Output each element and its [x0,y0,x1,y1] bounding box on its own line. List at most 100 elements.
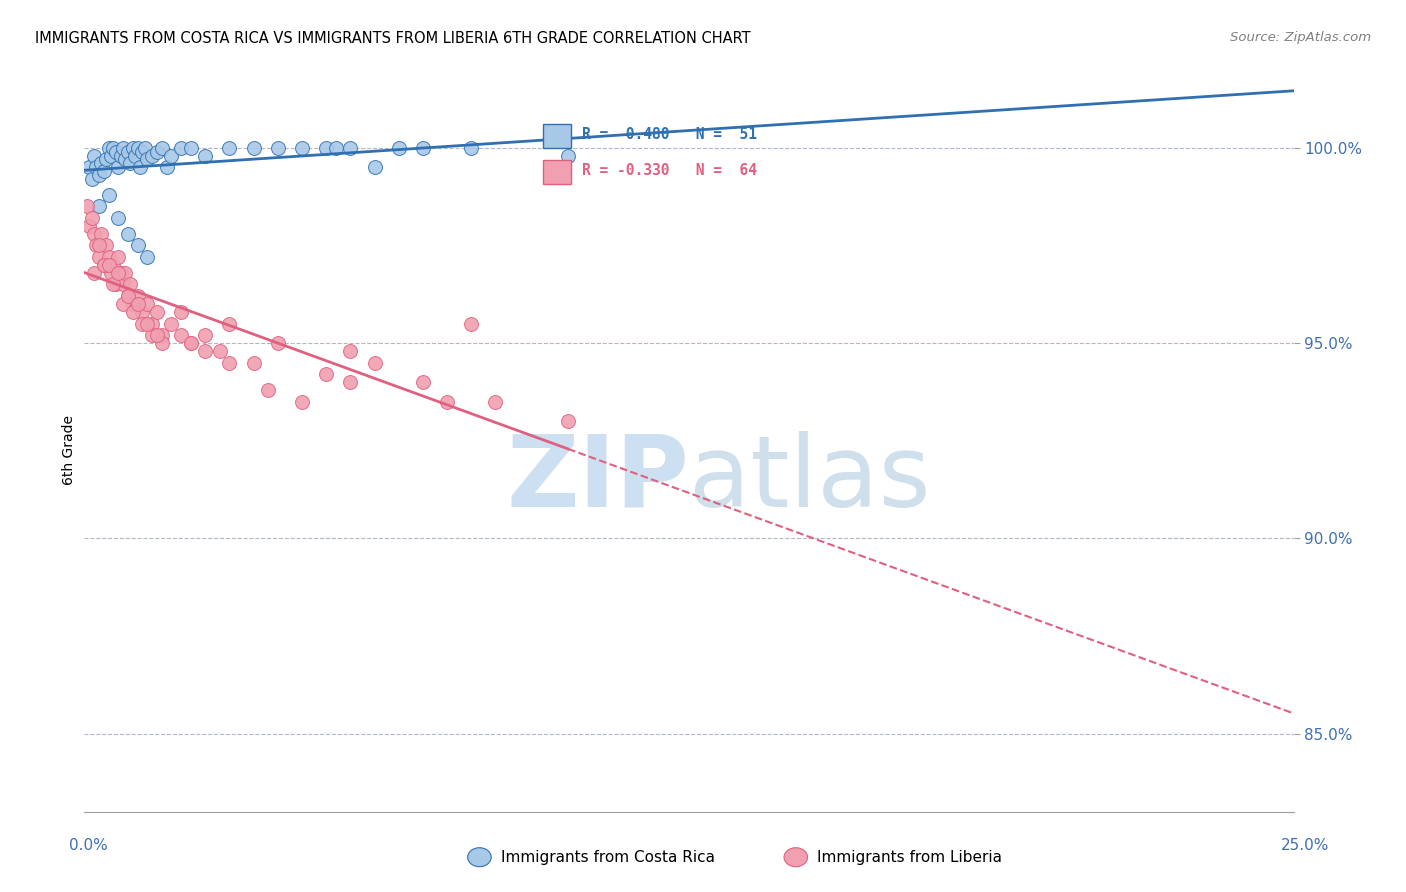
Point [194,343,217,358]
Point [120,277,142,292]
Text: atlas: atlas [689,431,931,528]
Point [218,141,240,155]
Point [80,172,103,186]
Point [114,266,136,280]
Text: R =  0.480   N =  51: R = 0.480 N = 51 [582,128,756,143]
Point [90,156,112,170]
Point [87,238,110,252]
Point [460,141,482,155]
Point [141,328,163,343]
Point [146,145,169,159]
Point [94,153,117,167]
Point [87,250,110,264]
Point [127,289,149,303]
Point [339,343,361,358]
Point [484,394,506,409]
Point [112,297,135,311]
Point [77,219,100,233]
Point [124,148,146,162]
Text: R = -0.330   N =  64: R = -0.330 N = 64 [582,163,756,178]
Point [121,297,143,311]
Point [150,336,173,351]
Point [339,141,361,155]
Point [160,317,183,331]
Point [112,141,135,155]
Text: 25.0%: 25.0% [1281,838,1329,853]
Point [90,227,112,241]
Point [87,168,110,182]
Point [83,266,105,280]
Text: 0.0%: 0.0% [69,838,108,853]
Point [127,141,149,155]
Point [76,199,98,213]
Point [103,258,125,272]
Point [180,336,202,351]
Point [120,156,142,170]
Point [131,145,153,159]
Point [97,258,120,272]
Point [150,141,173,155]
Point [136,297,159,311]
Point [460,317,482,331]
Point [112,277,135,292]
Point [93,164,115,178]
Point [315,141,337,155]
Point [180,141,202,155]
Point [100,148,122,162]
Point [242,141,264,155]
Point [104,145,127,159]
Point [110,148,132,162]
Point [94,238,117,252]
Point [257,383,280,397]
Point [557,148,579,162]
Point [363,161,385,175]
Text: Immigrants from Liberia: Immigrants from Liberia [817,850,1002,864]
Text: ZIP: ZIP [506,431,689,528]
Point [146,328,169,343]
Point [121,141,143,155]
Point [134,141,156,155]
Point [339,375,361,389]
Point [388,141,411,155]
Point [136,250,159,264]
Point [107,161,129,175]
Point [127,238,149,252]
Point [100,266,122,280]
Point [104,277,127,292]
Point [170,141,193,155]
Point [117,289,139,303]
Point [363,355,385,369]
Point [107,250,129,264]
Point [242,355,264,369]
Point [267,336,290,351]
Point [170,328,193,343]
Point [131,317,153,331]
Point [412,141,434,155]
Point [103,277,125,292]
Point [208,343,231,358]
Point [291,394,314,409]
Point [110,266,132,280]
Point [412,375,434,389]
Point [218,355,240,369]
Point [141,317,163,331]
Point [103,141,125,155]
Circle shape [468,847,491,867]
Point [86,161,108,175]
Point [180,336,202,351]
Text: Immigrants from Costa Rica: Immigrants from Costa Rica [501,850,714,864]
Point [160,148,183,162]
Text: Source: ZipAtlas.com: Source: ZipAtlas.com [1230,31,1371,45]
Point [218,317,240,331]
Point [117,289,139,303]
Point [194,148,217,162]
Point [117,145,139,159]
Point [146,305,169,319]
Point [129,161,152,175]
Point [114,153,136,167]
Point [136,153,159,167]
Point [150,328,173,343]
Point [194,328,217,343]
Point [267,141,290,155]
Point [131,305,153,319]
